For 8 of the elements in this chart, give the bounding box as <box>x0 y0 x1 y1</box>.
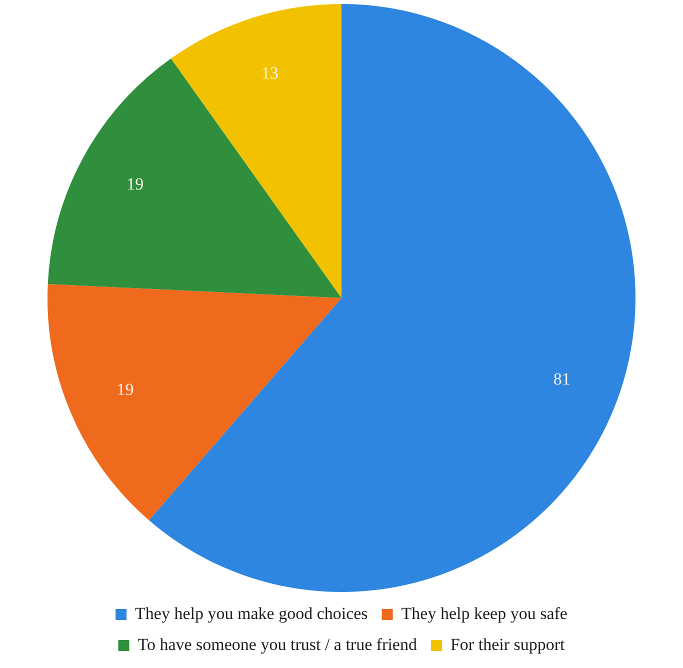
data-label: 81 <box>553 370 570 389</box>
legend-label: They help you make good choices <box>135 604 368 623</box>
legend-label: They help keep you safe <box>401 604 568 623</box>
data-label: 19 <box>116 380 134 400</box>
data-label: 19 <box>126 174 144 194</box>
legend-label: For their support <box>450 634 566 654</box>
legend-label: To have someone you trust / a true friend <box>138 634 418 654</box>
data-label: 13 <box>261 63 278 82</box>
